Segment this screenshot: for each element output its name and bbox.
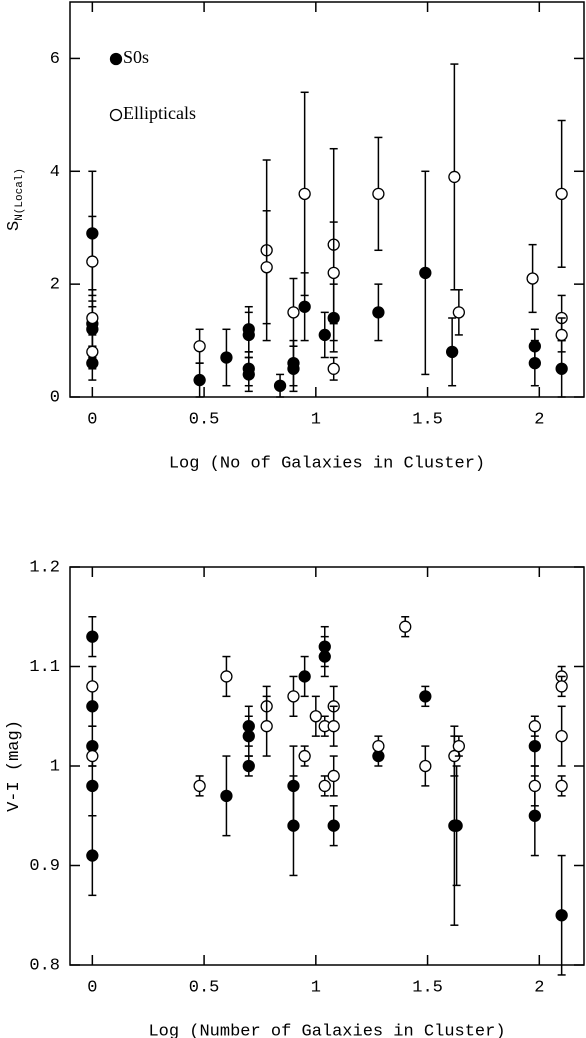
data-point [327,819,340,832]
data-point [86,749,99,763]
data-point [287,362,300,375]
data-point [372,739,385,753]
x-axis-label: Log (No of Galaxies in Cluster) [169,454,485,473]
data-point [327,720,340,733]
x-tick-label: 2 [534,410,544,429]
data-point [193,373,206,387]
data-point [419,759,432,773]
y-tick-label: 0.9 [29,857,60,876]
data-point [260,720,273,733]
data-point [86,849,99,862]
y-axis-label-main: V-I (mag) [5,720,24,812]
data-point [86,311,99,325]
data-point [287,690,300,703]
data-point [327,362,340,375]
data-point [86,255,99,268]
data-point [298,670,311,683]
data-point [555,730,568,743]
legend-marker [109,52,123,66]
data-point [450,819,463,832]
data-point [220,789,233,802]
data-point [555,187,568,201]
data-point [419,690,432,703]
y-tick-label: 1.1 [29,658,60,677]
x-tick-label: 0.5 [189,410,220,429]
y-tick-label: 2 [50,276,60,295]
data-point [318,779,331,793]
data-point [372,306,385,319]
data-point [86,345,99,359]
data-point [260,261,273,274]
data-point [86,779,99,793]
y-tick-label: 1.2 [29,558,60,577]
data-point [220,670,233,683]
data-point [528,779,541,793]
data-point [555,909,568,922]
y-axis-label: V-I (mag) [5,720,24,812]
data-point [287,819,300,832]
y-axis-label-main: S [5,221,24,231]
legend-label: S0s [123,47,149,67]
data-point [298,187,311,201]
data-point [372,187,385,201]
y-tick-label: 6 [50,50,60,69]
y-axis-label: SN(Local) [5,168,25,231]
data-point [242,759,255,773]
legend-marker [109,108,123,122]
x-tick-label: 1.5 [412,410,443,429]
data-point [86,630,99,643]
data-point [193,340,206,353]
plot-frame [69,1,585,398]
y-tick-label: 0.8 [29,956,60,975]
data-point [528,809,541,822]
data-point [309,710,322,723]
data-point [242,368,255,381]
y-tick-label: 4 [50,163,60,182]
x-axis-label: Log (Number of Galaxies in Cluster) [148,1022,505,1038]
data-point [298,300,311,313]
data-point [399,620,412,633]
data-point [242,328,255,342]
data-point [242,730,255,743]
y-tick-label: 0 [50,388,60,407]
data-point [86,680,99,693]
data-point [528,720,541,733]
x-tick-label: 1.5 [412,978,443,997]
x-tick-label: 2 [534,978,544,997]
data-point [448,170,461,184]
x-tick-label: 0.5 [189,978,220,997]
data-point [528,356,541,370]
x-tick-label: 1 [311,978,321,997]
x-tick-label: 0 [87,978,97,997]
y-tick-label: 1 [50,757,60,776]
data-point [318,650,331,663]
data-point [452,739,466,753]
data-point [419,266,432,280]
data-point [526,272,539,285]
data-point [528,739,541,753]
data-point [327,769,340,783]
legend-label: Ellipticals [123,103,196,123]
data-point [220,351,233,364]
x-tick-label: 0 [87,410,97,429]
y-axis-label-sub: N(Local) [14,168,26,221]
data-point [287,306,300,319]
data-point [445,345,459,359]
data-point [555,328,568,342]
x-tick-label: 1 [311,410,321,429]
data-point [555,779,568,793]
data-point [327,266,340,280]
data-point [298,749,311,763]
data-point [555,362,568,375]
data-point [193,779,206,793]
data-point [318,328,331,342]
data-point [452,306,466,319]
data-point [273,379,287,392]
data-point [555,680,568,693]
